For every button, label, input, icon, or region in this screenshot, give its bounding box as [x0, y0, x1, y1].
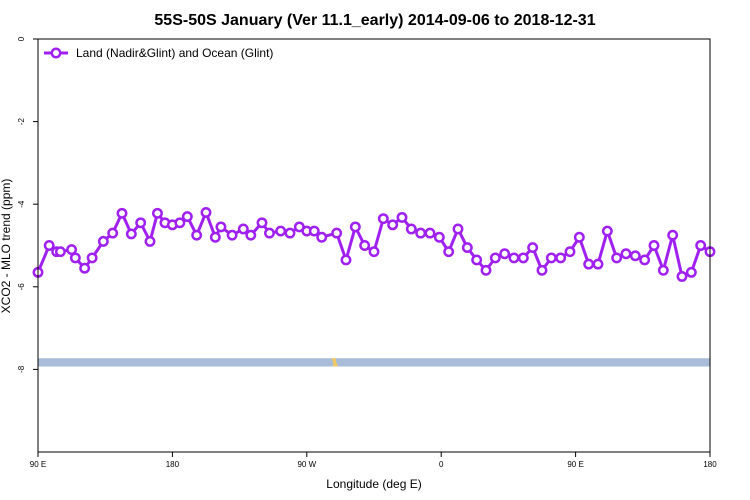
- legend-label: Land (Nadir&Glint) and Ocean (Glint): [76, 46, 273, 60]
- data-point: [676, 271, 688, 282]
- data-point: [564, 246, 576, 258]
- data-point: [275, 225, 287, 237]
- data-point: [527, 242, 539, 254]
- data-point: [349, 221, 361, 233]
- data-point: [555, 252, 567, 264]
- data-point: [181, 211, 193, 223]
- data-point: [667, 229, 679, 241]
- data-point: [611, 252, 623, 264]
- data-point: [226, 229, 238, 241]
- data-point: [415, 227, 427, 239]
- data-point: [424, 227, 436, 239]
- data-point: [695, 240, 707, 251]
- chart-title: 55S-50S January (Ver 11.1_early) 2014-09…: [154, 12, 595, 29]
- data-point: [499, 248, 511, 260]
- x-tick-label: 90 E: [30, 460, 46, 469]
- data-point: [639, 254, 651, 266]
- x-tick-label: 0: [439, 460, 444, 469]
- data-point: [620, 248, 632, 260]
- y-tick-label: -2: [17, 117, 26, 125]
- data-point: [264, 227, 275, 239]
- y-axis-label: XCO2 - MLO trend (ppm): [0, 179, 13, 314]
- data-point: [191, 229, 203, 241]
- data-point: [316, 231, 328, 243]
- data-point: [508, 252, 520, 264]
- y-tick-label: -8: [17, 365, 26, 373]
- x-tick-label: 180: [166, 460, 180, 469]
- y-tick-label: -6: [17, 283, 26, 291]
- data-point: [308, 225, 320, 237]
- data-point: [545, 252, 557, 264]
- data-point: [629, 250, 641, 262]
- data-point: [215, 221, 227, 233]
- x-axis-ticks: 90 E 180 90 W 0 90 E 180: [30, 452, 717, 469]
- y-axis-ticks: 0 -2 -4 -6 -8: [17, 36, 38, 373]
- data-point: [245, 229, 257, 241]
- data-point: [209, 231, 221, 243]
- plot-frame: [37, 38, 711, 453]
- data-point: [152, 207, 163, 219]
- x-tick-label: 90 E: [567, 460, 583, 469]
- data-point: [573, 231, 585, 243]
- x-tick-label: 90 W: [297, 460, 316, 469]
- data-point: [331, 227, 343, 239]
- data-point: [489, 252, 501, 264]
- data-point: [387, 219, 399, 231]
- data-point: [443, 246, 455, 258]
- data-point: [116, 207, 128, 219]
- data-point: [54, 246, 66, 258]
- data-point: [601, 225, 613, 237]
- land-band-bar: [38, 358, 710, 367]
- data-point: [107, 227, 119, 239]
- data-point: [583, 258, 595, 270]
- data-point: [461, 242, 473, 254]
- land-coverage-band: [38, 358, 710, 367]
- data-point: [200, 207, 212, 218]
- y-tick-label: 0: [17, 36, 26, 41]
- data-point: [396, 211, 408, 223]
- data-point: [368, 246, 380, 258]
- data-point: [340, 254, 352, 266]
- land-band-mark: [331, 358, 339, 367]
- series-group: [32, 207, 716, 282]
- data-point: [79, 262, 91, 274]
- data-point: [433, 231, 445, 243]
- data-point: [97, 235, 109, 247]
- data-point: [592, 258, 604, 270]
- legend: Land (Nadir&Glint) and Ocean (Glint): [44, 46, 273, 60]
- data-point: [452, 223, 464, 235]
- data-point: [657, 264, 669, 276]
- data-point: [256, 217, 268, 229]
- data-point: [377, 213, 389, 225]
- data-point: [66, 244, 78, 256]
- data-point: [43, 240, 55, 251]
- data-point: [125, 228, 137, 240]
- x-tick-label: 180: [703, 460, 717, 469]
- data-point: [648, 240, 660, 251]
- data-point: [144, 235, 156, 247]
- data-point: [517, 252, 529, 264]
- y-tick-label: -4: [17, 200, 26, 208]
- data-point: [536, 264, 548, 276]
- data-point: [86, 252, 98, 264]
- legend-swatch-marker: [50, 47, 62, 59]
- data-point: [284, 227, 296, 239]
- data-point: [685, 266, 697, 278]
- x-axis-label: Longitude (deg E): [326, 477, 421, 491]
- data-point: [69, 252, 81, 264]
- data-point: [174, 217, 186, 229]
- data-point: [405, 223, 417, 235]
- data-point: [135, 217, 147, 229]
- data-point: [480, 264, 492, 276]
- data-point: [237, 223, 249, 235]
- data-point: [359, 240, 371, 251]
- data-point: [471, 254, 483, 266]
